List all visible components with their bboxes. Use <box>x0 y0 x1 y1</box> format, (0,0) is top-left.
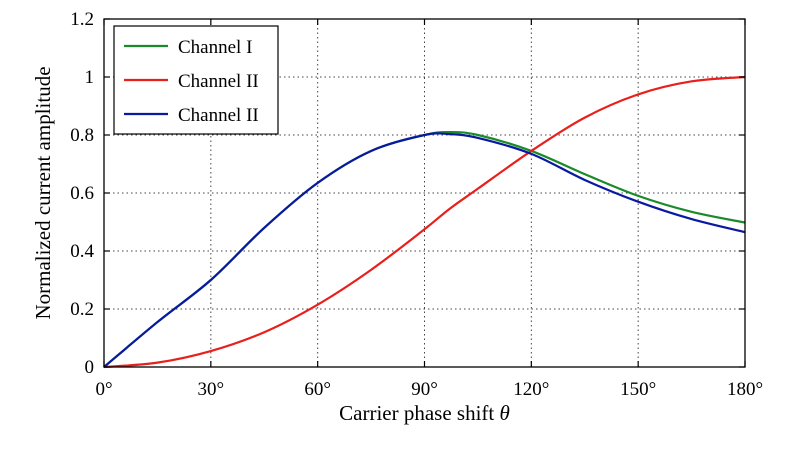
legend-label: Channel II <box>178 71 259 92</box>
tick-labels: 0° 30° 60° 90° 120° 150° 180° 0 0.2 0.4 0.6 0.8 1 1.2 <box>70 9 763 400</box>
x-tick-label: 90° <box>411 379 438 400</box>
x-axis-title: Carrier phase shift θ <box>339 401 510 425</box>
x-tick-label: 60° <box>304 379 331 400</box>
y-tick-label: 0.8 <box>70 125 94 146</box>
legend-label: Channel I <box>178 37 252 58</box>
series-line-3 <box>103 132 746 368</box>
x-tick-label: 30° <box>198 379 225 400</box>
y-tick-label: 0.4 <box>70 241 94 262</box>
x-axis-title-text: Carrier phase shift <box>339 401 494 425</box>
x-tick-label: 120° <box>513 379 549 400</box>
x-tick-label: 0° <box>95 379 112 400</box>
y-tick-label: 0 <box>85 357 95 378</box>
legend: Channel I Channel II Channel II <box>113 25 279 135</box>
x-axis-title-symbol: θ <box>500 401 510 425</box>
y-tick-label: 0.2 <box>70 299 94 320</box>
y-tick-label: 0.6 <box>70 183 94 204</box>
axis-ticks <box>103 18 746 368</box>
series-line-2 <box>103 75 746 369</box>
x-tick-label: 150° <box>620 379 656 400</box>
y-axis-title: Normalized current amplitude <box>31 66 55 319</box>
x-tick-label: 180° <box>727 379 763 400</box>
y-tick-label: 1 <box>85 67 95 88</box>
legend-label: Channel II <box>178 105 259 126</box>
series-lines <box>103 75 746 369</box>
y-tick-label: 1.2 <box>70 9 94 30</box>
